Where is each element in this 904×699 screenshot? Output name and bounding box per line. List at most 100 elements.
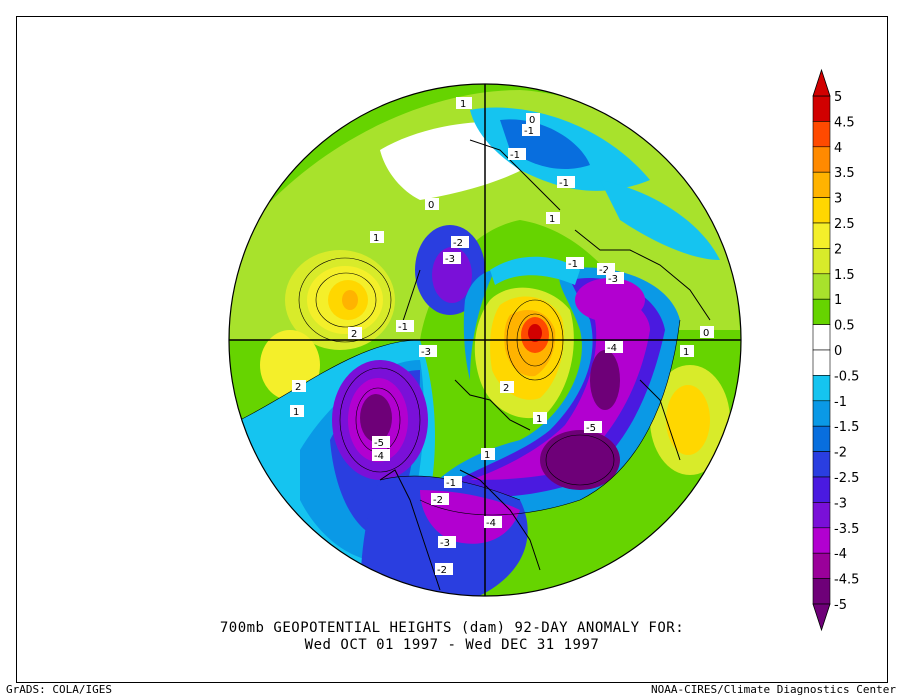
contour-label: 2 [500, 381, 514, 394]
colorbar-top-arrow [812, 68, 831, 97]
colorbar-swatch [812, 248, 831, 275]
contour-label: -1 [566, 257, 584, 270]
contour-label: 0 [425, 198, 439, 211]
colorbar-level-label: 5 [834, 90, 842, 105]
colorbar-level-label: -1 [834, 395, 847, 410]
svg-text:1: 1 [373, 233, 379, 244]
svg-text:-1: -1 [446, 478, 456, 489]
svg-text:-3: -3 [445, 254, 455, 265]
svg-text:-4: -4 [486, 518, 496, 529]
svg-text:-3: -3 [608, 274, 618, 285]
colorbar-level-label: 4.5 [834, 115, 855, 130]
contour-label: -4 [605, 341, 623, 354]
map-date-range: Wed OCT 01 1997 - Wed DEC 31 1997 [304, 637, 600, 653]
colorbar-level-label: -2.5 [834, 471, 859, 486]
contour-label: -2 [435, 563, 453, 576]
svg-text:0: 0 [428, 200, 434, 211]
colorbar-level-label: 0 [834, 344, 842, 359]
contour-label: 1 [481, 448, 495, 461]
contour-label: -4 [372, 449, 390, 462]
svg-text:2: 2 [351, 329, 357, 340]
colorbar-swatch [812, 95, 831, 122]
contour-label: 2 [348, 327, 362, 340]
colorbar-level-label: -1.5 [834, 420, 859, 435]
colorbar-level-label: -4 [834, 547, 847, 562]
svg-text:-4: -4 [374, 451, 384, 462]
svg-text:1: 1 [293, 407, 299, 418]
footer-credit-right: NOAA-CIRES/Climate Diagnostics Center [650, 683, 896, 696]
svg-text:-2: -2 [433, 495, 443, 506]
contour-label: -1 [396, 320, 414, 333]
colorbar-level-label: -0.5 [834, 369, 859, 384]
svg-text:1: 1 [536, 414, 542, 425]
svg-text:2: 2 [503, 383, 509, 394]
svg-text:1: 1 [683, 347, 689, 358]
colorbar-level-label: -2 [834, 446, 847, 461]
contour-label: -2 [451, 236, 469, 249]
colorbar-swatch [812, 375, 831, 402]
svg-text:-3: -3 [421, 347, 431, 358]
contour-label: 1 [546, 212, 560, 225]
colorbar-swatch [812, 298, 831, 325]
svg-text:-1: -1 [568, 259, 578, 270]
svg-text:-2: -2 [599, 265, 609, 276]
colorbar-level-label: 0.5 [834, 319, 855, 334]
colorbar-bottom-arrow [812, 603, 831, 632]
colorbar-level-label: 3.5 [834, 166, 855, 181]
contour-label: -4 [484, 516, 502, 529]
colorbar-swatch [812, 527, 831, 554]
contour-label: 2 [292, 380, 306, 393]
contour-label: 0 [700, 326, 714, 339]
colorbar-level-label: -4.5 [834, 573, 859, 588]
colorbar-swatch [812, 171, 831, 198]
svg-text:1: 1 [549, 214, 555, 225]
colorbar-swatch [812, 425, 831, 452]
colorbar-level-label: 4 [834, 141, 842, 156]
colorbar-swatch [812, 222, 831, 249]
footer-credit-left: GrADS: COLA/IGES [6, 683, 112, 696]
colorbar-level-label: -5 [834, 598, 847, 613]
colorbar-swatch [812, 400, 831, 427]
svg-text:-1: -1 [524, 126, 534, 137]
contour-label: -3 [606, 272, 624, 285]
contour-label: 1 [290, 405, 304, 418]
svg-text:-2: -2 [453, 238, 463, 249]
colorbar-swatch [812, 146, 831, 173]
svg-text:-5: -5 [374, 438, 384, 449]
colorbar-swatch [812, 197, 831, 224]
contour-label: -1 [508, 148, 526, 161]
contour-label: -1 [444, 476, 462, 489]
colorbar-swatch [812, 476, 831, 503]
map-title: 700mb GEOPOTENTIAL HEIGHTS (dam) 92-DAY … [219, 620, 685, 636]
colorbar-swatch [812, 349, 831, 376]
contour-label: -3 [443, 252, 461, 265]
colorbar-level-label: -3 [834, 496, 847, 511]
svg-text:-1: -1 [559, 178, 569, 189]
colorbar-swatch [812, 324, 831, 351]
contour-label: -5 [372, 436, 390, 449]
colorbar-level-label: 1 [834, 293, 842, 308]
contour-label: -1 [557, 176, 575, 189]
svg-text:0: 0 [703, 328, 709, 339]
colorbar-level-label: 3 [834, 192, 842, 207]
contour-label: -1 [522, 124, 540, 137]
colorbar-level-label: 1.5 [834, 268, 855, 283]
svg-text:-4: -4 [607, 343, 617, 354]
contour-label: 1 [370, 231, 384, 244]
contour-label: -3 [419, 345, 437, 358]
contour-label: 0 [526, 113, 540, 126]
colorbar-swatches [812, 95, 831, 605]
colorbar-swatch [812, 121, 831, 148]
contour-label: 1 [680, 345, 694, 358]
svg-text:-3: -3 [440, 538, 450, 549]
colorbar-swatch [812, 552, 831, 579]
contour-label: 1 [533, 412, 547, 425]
svg-text:-1: -1 [398, 322, 408, 333]
svg-text:0: 0 [529, 115, 535, 126]
contour-label: -5 [584, 421, 602, 434]
plot-frame [16, 16, 888, 683]
svg-text:-2: -2 [437, 565, 447, 576]
colorbar-swatch [812, 273, 831, 300]
